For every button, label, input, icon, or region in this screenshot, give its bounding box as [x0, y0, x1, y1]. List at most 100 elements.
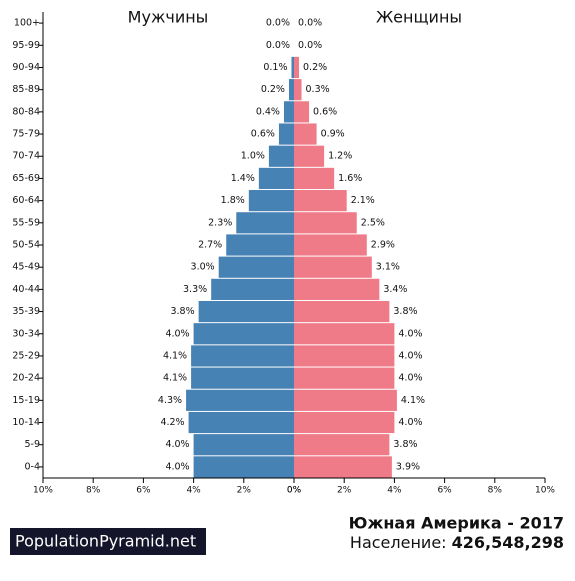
- population-label: Население:: [350, 533, 447, 552]
- bar: [188, 411, 294, 434]
- bar: [193, 323, 294, 345]
- bar: [294, 389, 397, 411]
- bar: [191, 367, 294, 389]
- bar: [248, 190, 294, 212]
- bar: [191, 345, 294, 367]
- bar: [294, 411, 395, 434]
- y-tick-label: 60-64: [12, 195, 40, 206]
- value-label: 2.9%: [371, 240, 395, 251]
- value-label: 4.1%: [401, 395, 425, 406]
- x-tick-label: 2%: [237, 486, 252, 496]
- value-label: 0.2%: [303, 62, 327, 73]
- bar: [198, 300, 294, 323]
- bar: [294, 323, 395, 345]
- bar: [268, 145, 294, 167]
- bar: [211, 278, 294, 300]
- value-label: 4.0%: [398, 328, 422, 339]
- value-label: 4.0%: [398, 373, 422, 384]
- value-label: 4.0%: [165, 328, 189, 339]
- y-tick-label: 90-94: [12, 62, 40, 73]
- value-label: 3.3%: [183, 284, 207, 295]
- population: Население: 426,548,298: [350, 533, 564, 552]
- y-tick-label: 80-84: [12, 106, 40, 117]
- x-tick-label: 8%: [488, 486, 503, 496]
- value-label: 3.0%: [191, 262, 215, 273]
- value-label: 3.4%: [383, 284, 407, 295]
- y-tick-label: 85-89: [12, 84, 40, 95]
- y-tick-label: 75-79: [12, 129, 40, 140]
- y-tick-label: 25-29: [12, 350, 40, 361]
- value-label: 3.8%: [393, 439, 417, 450]
- value-label: 3.8%: [393, 306, 417, 317]
- bar: [283, 101, 294, 123]
- bar: [278, 123, 294, 145]
- bar: [294, 434, 390, 456]
- value-label: 1.4%: [231, 173, 255, 184]
- value-label: 2.1%: [351, 195, 375, 206]
- bar: [294, 256, 372, 278]
- value-label: 2.3%: [208, 217, 232, 228]
- bar: [294, 190, 347, 212]
- bar: [193, 434, 294, 456]
- y-tick-label: 100+: [14, 18, 40, 29]
- value-label: 0.0%: [298, 18, 322, 29]
- value-label: 4.2%: [160, 417, 184, 428]
- value-label: 0.6%: [313, 106, 337, 117]
- x-tick-label: 10%: [33, 486, 53, 496]
- x-tick-label: 4%: [186, 486, 201, 496]
- bar: [294, 300, 390, 323]
- value-label: 3.1%: [376, 262, 400, 273]
- value-label: 0.4%: [256, 106, 280, 117]
- y-tick-label: 70-74: [12, 151, 40, 162]
- value-label: 4.3%: [158, 395, 182, 406]
- bar: [294, 145, 325, 167]
- bar: [288, 79, 294, 101]
- value-label: 0.9%: [321, 129, 345, 140]
- population-value: 426,548,298: [452, 533, 564, 552]
- x-tick-label: 2%: [337, 486, 352, 496]
- value-label: 0.3%: [306, 84, 330, 95]
- y-tick-label: 20-24: [12, 373, 40, 384]
- x-tick-label: 6%: [136, 486, 151, 496]
- x-tick-label: 10%: [535, 486, 555, 496]
- value-label: 4.0%: [165, 439, 189, 450]
- bar: [294, 234, 367, 256]
- brand: PopulationPyramid.net: [15, 532, 196, 551]
- value-label: 4.0%: [165, 461, 189, 472]
- value-label: 1.2%: [328, 151, 352, 162]
- value-label: 4.1%: [163, 350, 187, 361]
- bar: [294, 167, 335, 190]
- x-tick-label: 8%: [86, 486, 101, 496]
- bar: [294, 278, 380, 300]
- bar: [294, 212, 357, 234]
- bar: [294, 79, 302, 101]
- value-label: 4.0%: [398, 417, 422, 428]
- y-tick-label: 30-34: [12, 328, 40, 339]
- y-tick-label: 10-14: [12, 417, 40, 428]
- y-tick-label: 50-54: [12, 240, 40, 251]
- bar: [294, 56, 300, 79]
- bar: [226, 234, 294, 256]
- chart-title: Южная Америка - 2017: [349, 514, 564, 533]
- value-label: 2.5%: [361, 217, 385, 228]
- bar: [294, 345, 395, 367]
- value-label: 0.0%: [266, 40, 290, 51]
- y-tick-label: 35-39: [12, 306, 40, 317]
- value-label: 3.9%: [396, 461, 420, 472]
- series-title: Женщины: [376, 8, 462, 27]
- value-label: 0.0%: [266, 18, 290, 29]
- y-tick-label: 5-9: [24, 439, 40, 450]
- bar: [294, 456, 392, 478]
- value-label: 1.0%: [241, 151, 265, 162]
- y-tick-label: 65-69: [12, 173, 40, 184]
- value-label: 0.0%: [298, 40, 322, 51]
- bar: [291, 56, 294, 79]
- value-label: 0.2%: [261, 84, 285, 95]
- series-title: Мужчины: [128, 8, 209, 27]
- y-tick-label: 15-19: [12, 395, 40, 406]
- bar: [294, 367, 395, 389]
- value-label: 4.0%: [398, 350, 422, 361]
- y-tick-label: 55-59: [12, 217, 40, 228]
- value-label: 2.7%: [198, 240, 222, 251]
- y-tick-label: 45-49: [12, 262, 40, 273]
